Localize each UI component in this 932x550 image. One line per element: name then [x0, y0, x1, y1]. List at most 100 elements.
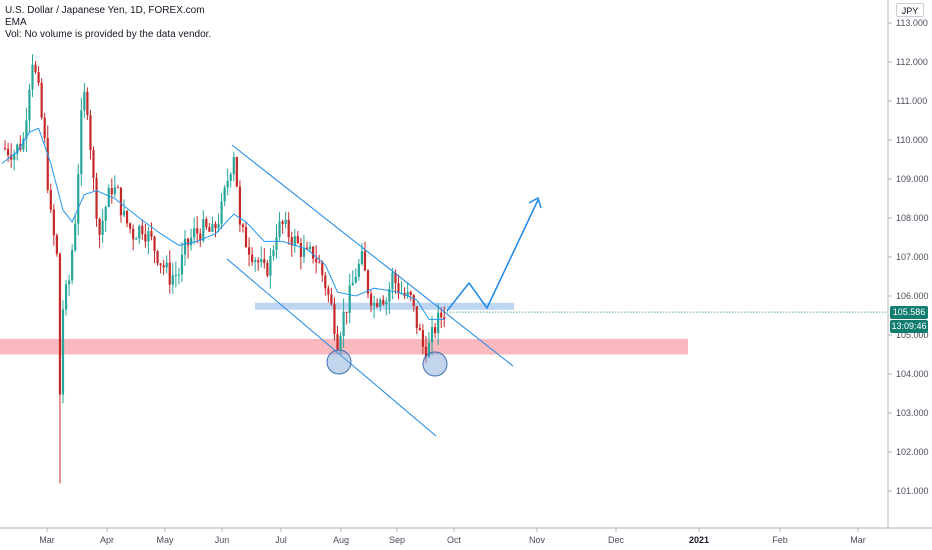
candle-body — [336, 334, 339, 350]
candle-body — [116, 187, 119, 189]
candle-body — [312, 246, 315, 259]
candle-body — [71, 250, 74, 281]
candle-body — [272, 250, 275, 257]
volume-note: Vol: No volume is provided by the data v… — [5, 29, 212, 40]
candle-body — [49, 189, 52, 210]
time-tick-label: Nov — [529, 535, 546, 545]
candle-body — [119, 187, 123, 216]
candle-body — [266, 263, 269, 276]
candle-body — [37, 71, 40, 83]
candle-body — [43, 117, 46, 139]
candle-body — [299, 242, 302, 257]
candle-body — [190, 237, 193, 246]
candle-body — [354, 276, 357, 283]
candle-body — [366, 270, 370, 294]
candle-body — [13, 153, 16, 160]
countdown-tag: 13:09:46 — [890, 320, 928, 334]
ema-indicator-label[interactable]: EMA — [5, 17, 27, 28]
candle-body — [363, 251, 367, 271]
candle-body — [150, 231, 153, 237]
price-tick-label: 102.000 — [896, 447, 929, 457]
candle-body — [10, 155, 13, 160]
candle-body — [25, 120, 28, 139]
price-tick-label: 110.000 — [896, 135, 928, 145]
candle-body — [324, 275, 327, 289]
candle-body — [135, 238, 138, 240]
time-tick-label: Sep — [389, 535, 405, 545]
candle-body — [80, 110, 83, 175]
chart-legend: U.S. Dollar / Japanese Yen, 1D, FOREX.co… — [5, 5, 211, 41]
candle-body — [217, 223, 220, 229]
candle-body — [147, 231, 150, 242]
candle-body — [263, 259, 266, 264]
candle-body — [357, 263, 360, 277]
candle-body — [345, 311, 348, 313]
candle-body — [269, 256, 272, 276]
candle-body — [211, 223, 214, 232]
candle-body — [360, 251, 363, 264]
candle-body — [3, 147, 7, 149]
price-tick-label: 108.000 — [896, 213, 929, 223]
candle-body — [376, 303, 379, 307]
candle-body — [226, 180, 229, 188]
currency-button[interactable]: JPY — [896, 3, 924, 17]
candle-body — [193, 228, 196, 238]
candle-body — [202, 219, 205, 241]
candle-body — [406, 291, 409, 297]
candle-body — [427, 342, 431, 358]
candle-body — [351, 282, 354, 286]
candle-body — [89, 115, 92, 151]
candle-body — [86, 91, 89, 116]
price-tick-label: 106.000 — [896, 291, 929, 301]
candle-body — [369, 293, 373, 306]
candle-body — [412, 295, 415, 307]
candle-body — [107, 188, 110, 207]
candle-body — [110, 188, 113, 195]
time-tick-label: Dec — [608, 535, 625, 545]
candle-body — [415, 306, 418, 328]
candle-body — [308, 246, 312, 250]
candle-body — [430, 326, 434, 343]
candle-body — [333, 304, 336, 335]
candle-body — [40, 82, 43, 118]
symbol-title[interactable]: U.S. Dollar / Japanese Yen, 1D, FOREX.co… — [5, 5, 205, 16]
candle-body — [16, 144, 19, 154]
time-tick-label: 2021 — [689, 535, 709, 545]
candle-body — [214, 223, 217, 229]
candle-body — [321, 262, 324, 276]
candle-body — [290, 237, 293, 246]
candle-body — [327, 288, 330, 295]
price-tick-label: 105.000 — [896, 330, 929, 340]
candle-body — [199, 233, 202, 241]
candle-body — [153, 236, 156, 251]
candle-body — [275, 237, 278, 251]
candle-body — [180, 254, 184, 275]
candle-body — [379, 299, 382, 307]
candle-body — [125, 210, 129, 224]
candle-body — [46, 138, 49, 190]
bottom-marker-1 — [326, 349, 352, 375]
candle-body — [318, 262, 321, 264]
price-tick-label: 107.000 — [896, 252, 929, 262]
candle-body — [186, 238, 190, 246]
candle-body — [220, 201, 223, 224]
candle-body — [64, 284, 68, 310]
candle-body — [92, 150, 95, 178]
time-tick-label: May — [156, 535, 174, 545]
candle-body — [260, 259, 263, 263]
candle-body — [168, 262, 171, 285]
candle-body — [229, 174, 232, 181]
projection-arrowhead — [528, 196, 542, 209]
bottom-marker-2 — [422, 351, 448, 377]
time-tick-label: Mar — [39, 535, 55, 545]
candle-body — [74, 223, 77, 251]
candle-body — [251, 254, 254, 262]
price-tick-label: 104.000 — [896, 369, 929, 379]
projection-path — [446, 199, 539, 312]
candle-body — [34, 64, 37, 72]
candle-body — [278, 221, 281, 238]
last-price-tag: 105.586 — [890, 305, 928, 319]
candle-body — [443, 317, 446, 320]
candle-body — [257, 260, 260, 263]
